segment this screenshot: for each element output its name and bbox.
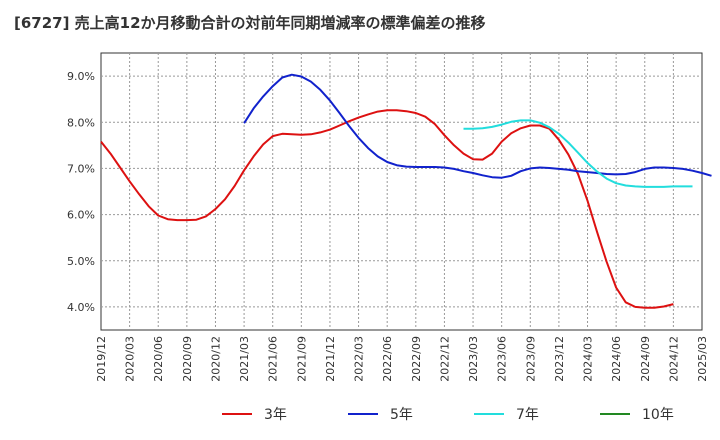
x-tick-label: 2022/03 — [353, 336, 366, 382]
x-tick-label: 2022/12 — [438, 336, 451, 382]
x-tick-label: 2021/03 — [238, 336, 251, 382]
x-tick-label: 2024/03 — [582, 336, 595, 382]
x-tick-label: 2024/06 — [610, 336, 623, 382]
x-tick-label: 2019/12 — [95, 336, 108, 382]
y-tick-label: 4.0% — [67, 301, 95, 314]
legend: 3年 5年 7年 10年 — [222, 407, 674, 423]
x-tick-label: 2024/12 — [667, 336, 680, 382]
y-tick-label: 8.0% — [67, 116, 95, 129]
y-tick-label: 5.0% — [67, 255, 95, 268]
legend-label: 5年 — [390, 407, 413, 423]
x-tick-label: 2025/03 — [696, 336, 709, 382]
chart-title: [6727] 売上高12か月移動合計の対前年同期増減率の標準偏差の推移 — [14, 14, 486, 32]
y-axis: 4.0% 5.0% 6.0% 7.0% 8.0% 9.0% — [67, 70, 95, 314]
x-tick-label: 2021/06 — [267, 336, 280, 382]
series-line-1 — [243, 73, 712, 179]
x-tick-label: 2021/09 — [295, 336, 308, 382]
x-tick-label: 2020/09 — [181, 336, 194, 382]
plot-border — [100, 52, 703, 331]
x-tick-label: 2020/03 — [124, 336, 137, 382]
plot-area — [100, 52, 703, 331]
x-tick-label: 2020/06 — [152, 336, 165, 382]
y-tick-label: 7.0% — [67, 162, 95, 175]
y-tick-label: 6.0% — [67, 209, 95, 222]
y-tick-label: 9.0% — [67, 70, 95, 83]
x-tick-label: 2023/12 — [553, 336, 566, 382]
x-tick-label: 2022/06 — [381, 336, 394, 382]
x-tick-label: 2022/09 — [410, 336, 423, 382]
series-lines — [100, 73, 712, 309]
x-tick-label: 2020/12 — [209, 336, 222, 382]
x-tick-label: 2023/09 — [524, 336, 537, 382]
series-line-2 — [463, 119, 693, 188]
x-tick-label: 2023/03 — [467, 336, 480, 382]
legend-label: 7年 — [516, 407, 539, 423]
x-tick-label: 2024/09 — [639, 336, 652, 382]
series-line-0 — [100, 109, 674, 309]
x-axis: 2019/12 2020/03 2020/06 2020/09 2020/12 2021/… — [95, 336, 709, 382]
legend-label: 10年 — [642, 407, 674, 423]
legend-label: 3年 — [264, 407, 287, 423]
gridlines — [101, 53, 702, 330]
x-tick-label: 2023/06 — [496, 336, 509, 382]
x-tick-label: 2021/12 — [324, 336, 337, 382]
